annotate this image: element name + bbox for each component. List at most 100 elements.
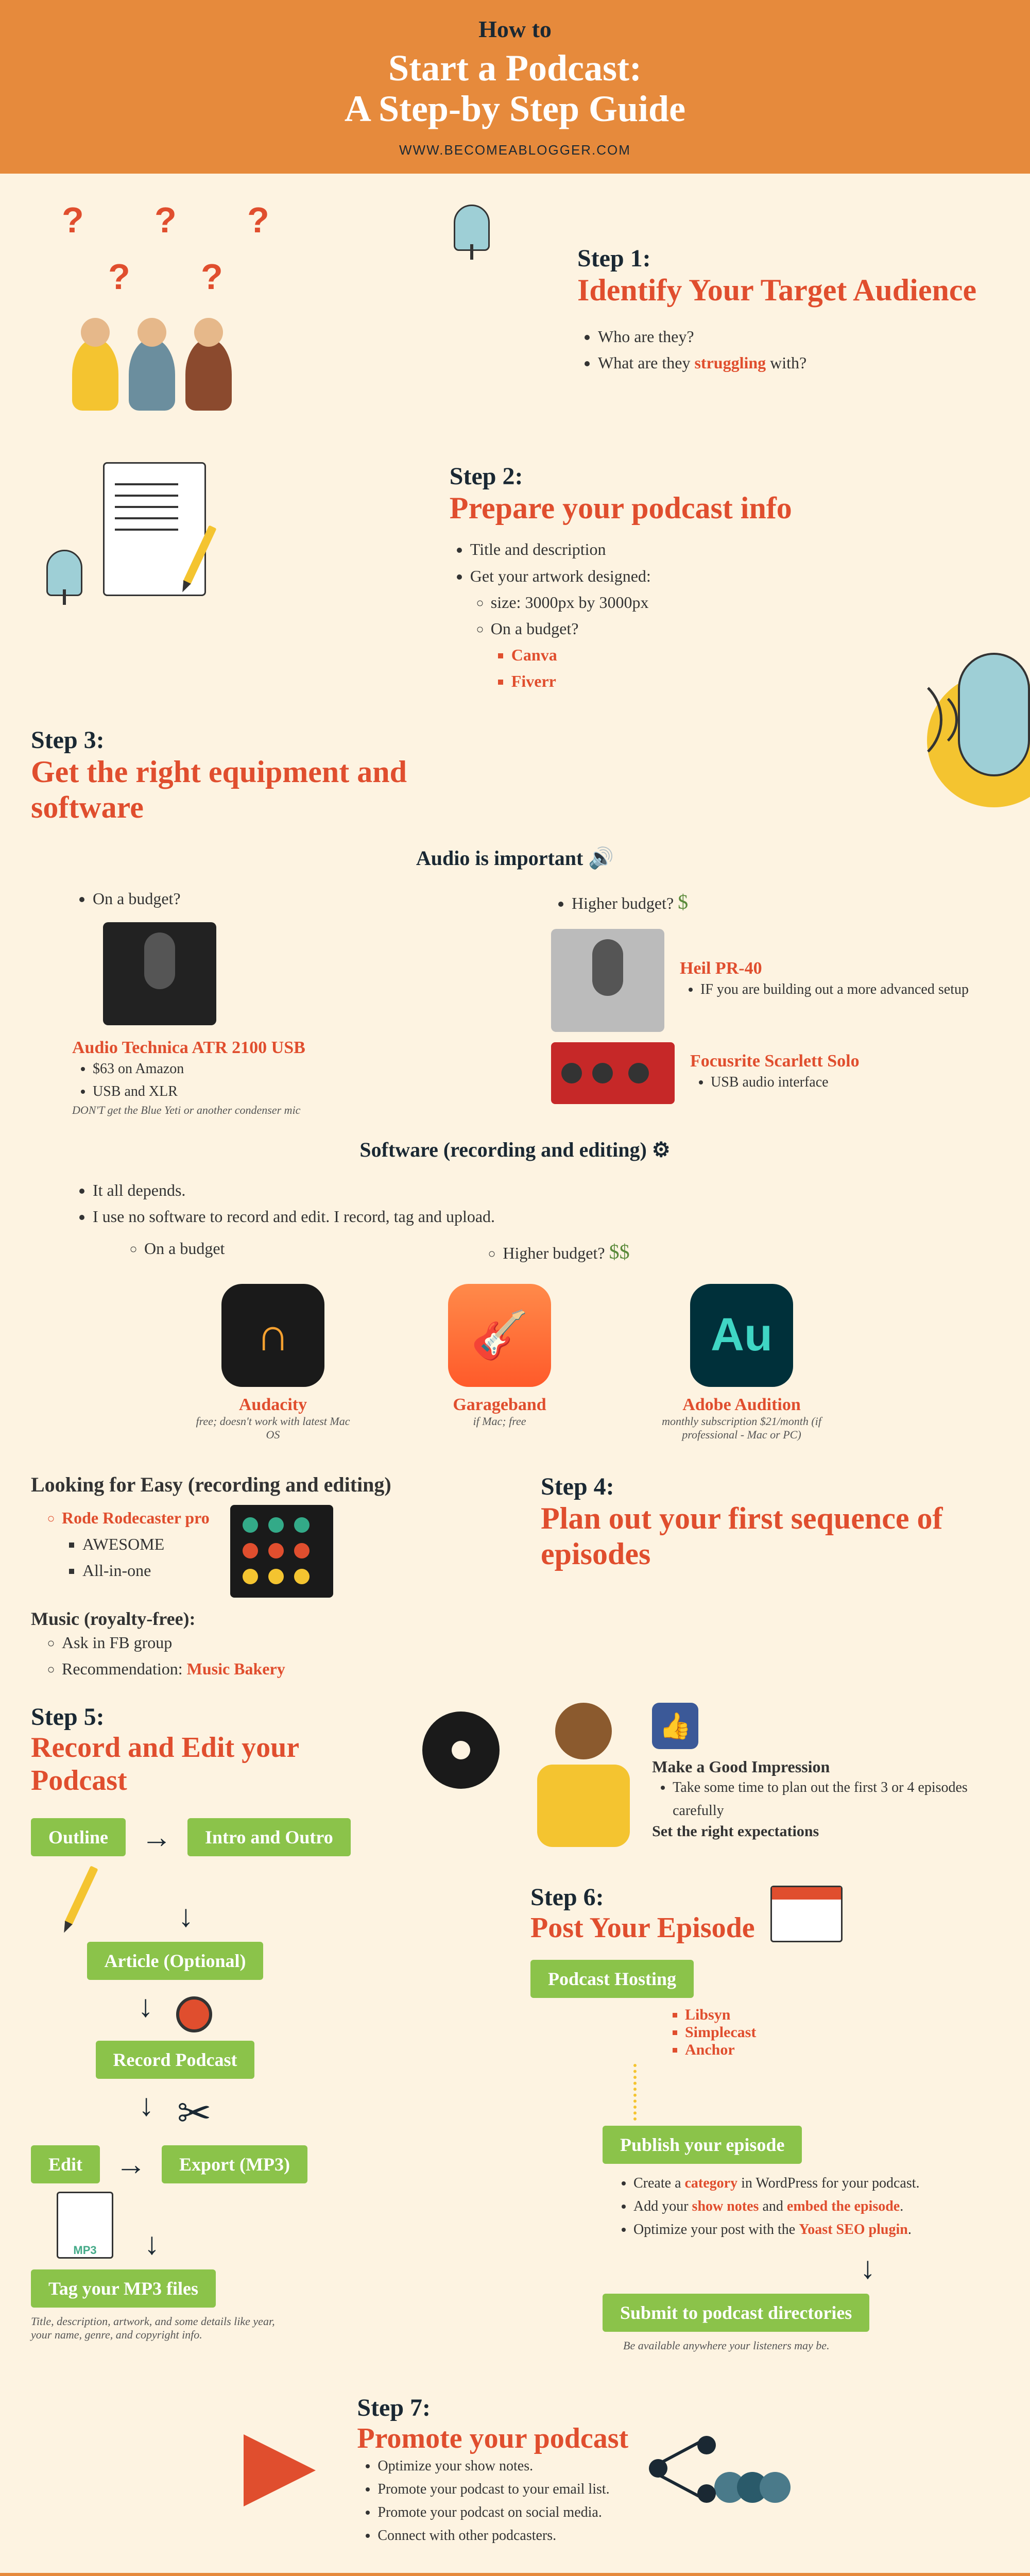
mp3-file-icon: MP3: [57, 2192, 113, 2259]
software-heading: Software (recording and editing) ⚙: [31, 1138, 999, 1162]
person-illustration: [530, 1703, 637, 1847]
product-detail: IF you are building out a more advanced …: [700, 978, 969, 1002]
easy-heading: Looking for Easy (recording and editing): [31, 1472, 489, 1497]
header-title: Start a Podcast: A Step-by Step Guide: [0, 48, 1030, 129]
megaphone-icon: [244, 2434, 336, 2506]
person-icon: [185, 338, 232, 411]
person-icon: [129, 338, 175, 411]
adobe-audition-icon: Au: [690, 1284, 793, 1387]
step4-label: Step 4:: [541, 1472, 999, 1501]
step7-bullet: Promote your podcast to your email list.: [377, 2478, 628, 2501]
software-note: free; doesn't work with latest Mac OS: [191, 1415, 355, 1442]
easy-item: Rode Rodecaster pro: [62, 1505, 210, 1531]
step1-label: Step 1:: [577, 244, 999, 273]
music-item: Recommendation: Music Bakery: [62, 1656, 489, 1682]
software-name: Garageband: [417, 1395, 582, 1415]
arrow-icon: ↓: [144, 2226, 160, 2261]
software-name: Adobe Audition: [644, 1395, 839, 1415]
budget-label: Higher budget? $$: [503, 1235, 629, 1268]
product-detail: USB audio interface: [711, 1071, 860, 1094]
step7-bullet: Optimize your show notes.: [377, 2455, 628, 2478]
step5-title: Record and Edit your Podcast: [31, 1731, 402, 1798]
step1-bullet: What are they struggling with?: [598, 350, 999, 376]
header-top: How to: [0, 15, 1030, 43]
disc-icon: [422, 1711, 500, 1789]
audio-heading: Audio is important 🔊: [31, 846, 999, 870]
software-bullet: I use no software to record and edit. I …: [93, 1204, 999, 1230]
step2-bullet: Get your artwork designed:: [470, 563, 999, 589]
software-name: Audacity: [191, 1395, 355, 1415]
step7-label: Step 7:: [357, 2394, 628, 2422]
publish-bullet: Optimize your post with the Yoast SEO pl…: [633, 2218, 999, 2242]
flow-note: Title, description, artwork, and some de…: [31, 2315, 288, 2342]
product-detail: USB and XLR: [93, 1080, 520, 1104]
step6-label: Step 6:: [530, 1883, 755, 1911]
arrow-icon: →: [115, 2146, 146, 2182]
budget-label: On a budget?: [93, 886, 520, 912]
arrow-icon: ↓: [138, 1989, 153, 2023]
step2-illustration: [31, 462, 429, 694]
step2-sub: size: 3000px by 3000px: [491, 589, 999, 616]
record-icon: [176, 1996, 212, 2032]
flow-submit: Submit to podcast directories: [603, 2294, 869, 2332]
music-heading: Music (royalty-free):: [31, 1608, 489, 1630]
arrow-icon: ↓: [139, 2088, 154, 2122]
arrow-icon: →: [141, 1819, 172, 1855]
headset-icon: [46, 550, 82, 596]
step4-subhead: Make a Good Impression: [652, 1757, 999, 1776]
step1-bullet: Who are they?: [598, 324, 999, 350]
flow-export: Export (MP3): [162, 2145, 307, 2183]
microphone-photo: [103, 922, 216, 1025]
directories-note: Be available anywhere your listeners may…: [623, 2339, 999, 2352]
header: How to Start a Podcast: A Step-by Step G…: [0, 0, 1030, 174]
step5-label: Step 5:: [31, 1703, 402, 1731]
step4-bullet: Take some time to plan out the first 3 o…: [673, 1776, 999, 1823]
easy-detail: AWESOME: [82, 1531, 210, 1557]
product-name: Audio Technica ATR 2100 USB: [72, 1038, 520, 1058]
step2-bullet: Title and description: [470, 536, 999, 563]
browser-icon: [770, 1886, 843, 1942]
product-detail: $63 on Amazon: [93, 1058, 520, 1081]
step2-title: Prepare your podcast info: [450, 490, 999, 526]
arrow-icon: ↓: [860, 2250, 876, 2285]
audacity-icon: ∩: [221, 1284, 324, 1387]
step3-title: Get the right equipment and software: [31, 754, 494, 825]
step6-title: Post Your Episode: [530, 1911, 755, 1944]
footer: WWW.BECOMEABLOGGER.COM: [0, 2573, 1030, 2576]
share-icon: [649, 2436, 716, 2503]
software-note: monthly subscription $21/month (if profe…: [644, 1415, 839, 1442]
pencil-icon: [64, 1866, 98, 1925]
flow-intro: Intro and Outro: [187, 1818, 351, 1856]
arrow-icon: ↓: [178, 1899, 194, 1933]
flow-edit: Edit: [31, 2145, 100, 2183]
publish-bullet: Add your show notes and embed the episod…: [633, 2195, 999, 2218]
product-name: Heil PR-40: [680, 959, 969, 978]
step4-bullet: Set the right expectations: [652, 1823, 999, 1840]
step1-title: Identify Your Target Audience: [577, 273, 999, 308]
mixer-icon: [230, 1505, 333, 1598]
big-microphone-illustration: [881, 637, 1030, 895]
easy-detail: All-in-one: [82, 1557, 210, 1584]
step7-bullet: Connect with other podcasters.: [377, 2524, 628, 2548]
step4-title: Plan out your first sequence of episodes: [541, 1501, 999, 1572]
garageband-icon: 🎸: [448, 1284, 551, 1387]
scissors-icon: ✂: [177, 2090, 212, 2136]
hosting-option: Anchor: [685, 2041, 999, 2059]
flow-hosting: Podcast Hosting: [530, 1960, 694, 1998]
hosting-option: Simplecast: [685, 2024, 999, 2041]
hosting-option: Libsyn: [685, 2006, 999, 2024]
audio-interface-icon: [551, 1042, 675, 1104]
music-item: Ask in FB group: [62, 1630, 489, 1656]
flow-record: Record Podcast: [96, 2041, 255, 2079]
flow-outline: Outline: [31, 1818, 126, 1856]
microphone-icon: [454, 205, 490, 251]
microphone-photo: [551, 929, 664, 1032]
flow-article: Article (Optional): [87, 1942, 264, 1980]
people-icon: [718, 2472, 786, 2505]
step7-bullet: Promote your podcast on social media.: [377, 2501, 628, 2524]
publish-bullet: Create a category in WordPress for your …: [633, 2172, 999, 2195]
step1-illustration: ? ? ? ? ?: [31, 199, 546, 421]
software-bullet: It all depends.: [93, 1177, 999, 1204]
thumbs-up-icon: 👍: [652, 1703, 698, 1749]
product-name: Focusrite Scarlett Solo: [690, 1052, 860, 1071]
